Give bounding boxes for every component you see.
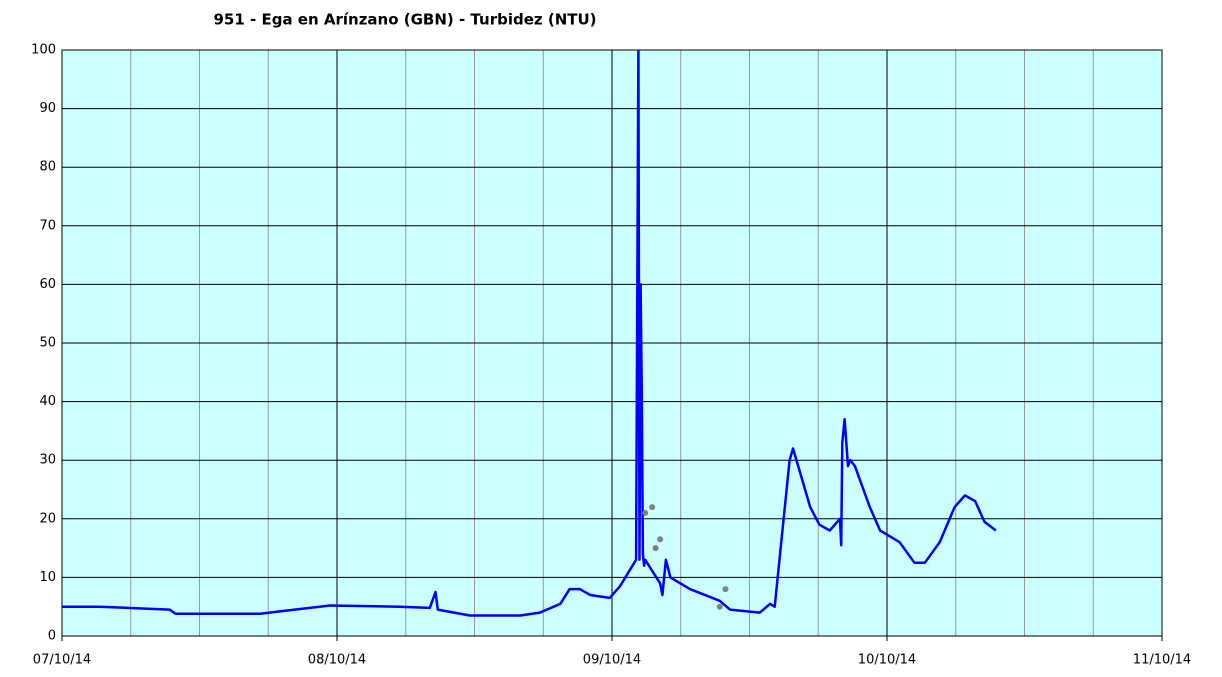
data-point [649,504,656,511]
y-tick-label: 60 [39,277,56,292]
y-tick-label: 30 [39,453,56,468]
x-tick-label: 08/10/14 [308,653,366,668]
y-tick-label: 70 [39,218,56,233]
y-tick-label: 40 [39,394,56,409]
data-point [642,509,649,516]
data-point [722,586,729,593]
y-tick-label: 20 [39,511,56,526]
plot-border [61,49,1163,637]
data-point [652,545,659,552]
chart-title: 951 - Ega en Arínzano (GBN) - Turbidez (… [213,11,596,29]
y-tick-label: 0 [48,629,56,644]
data-line [62,50,997,617]
y-tick-label: 80 [39,160,56,175]
y-tick-label: 100 [31,43,56,58]
y-tick-label: 90 [39,101,56,116]
series-group [62,50,997,617]
x-tick-label: 11/10/14 [1133,653,1191,668]
x-tick-label: 10/10/14 [858,653,916,668]
data-point [657,536,664,543]
x-tick-label: 09/10/14 [583,653,641,668]
y-tick-label: 50 [39,336,56,351]
y-tick-label: 10 [39,570,56,585]
data-point [716,603,723,610]
x-tick-label: 07/10/14 [33,653,91,668]
